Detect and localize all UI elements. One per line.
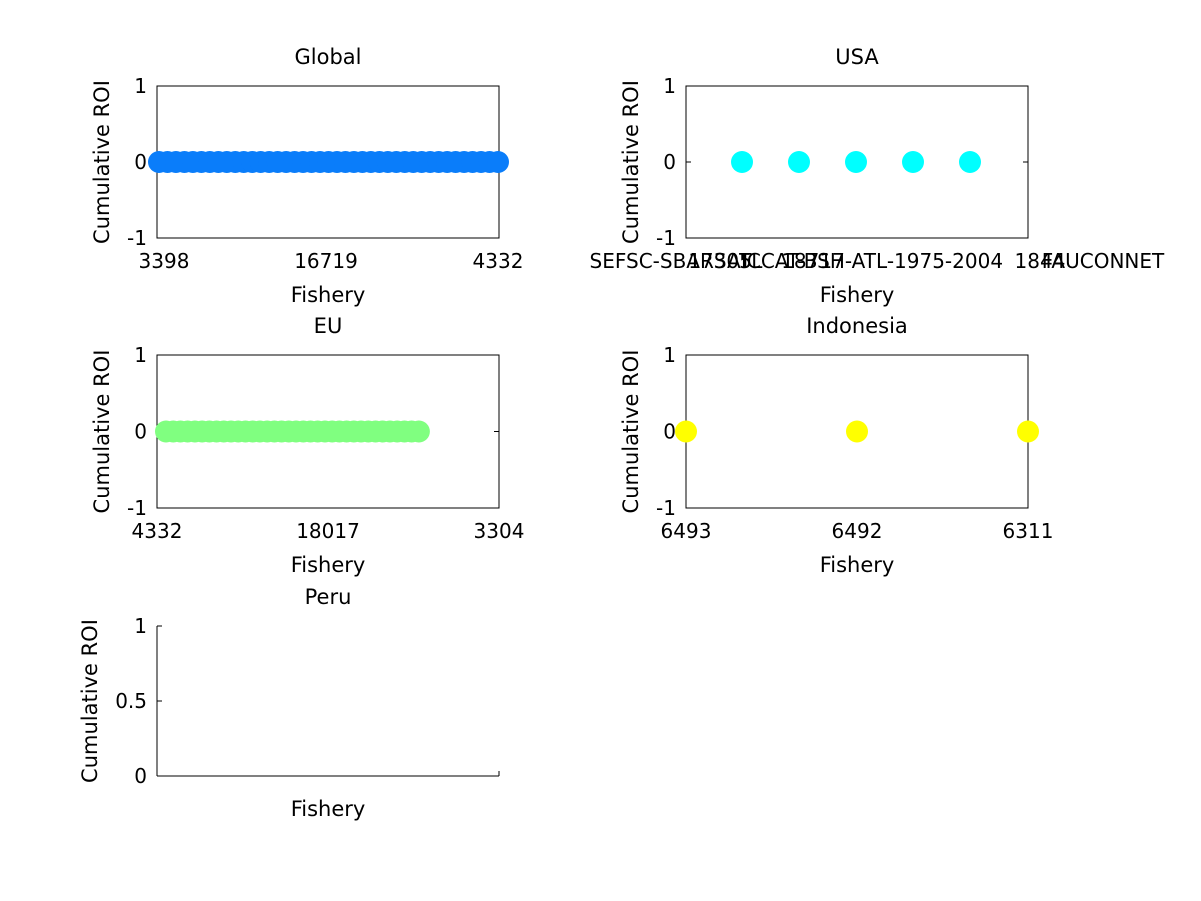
chart-panel-global: -1 0 1 3398 16719 4332 Global Fishery Cumulative…	[90, 45, 523, 307]
data-point	[845, 151, 867, 173]
data-point	[407, 420, 430, 443]
x-tick-label: 3398	[139, 249, 190, 273]
y-tick-label: 1	[134, 343, 147, 367]
y-tick-label: -1	[656, 496, 676, 520]
y-tick-label: -1	[127, 226, 147, 250]
y-tick-label: -1	[127, 496, 147, 520]
y-tick-label: 0	[663, 420, 676, 444]
x-tick-label: 6493	[661, 519, 712, 543]
x-tick-label: 6492	[832, 519, 883, 543]
chart-panel-eu: -1 0 1 4332 18017 3304 EU Fishery Cumulative ROI	[90, 314, 524, 577]
y-tick-label: 0	[134, 420, 147, 444]
y-tick-label: 1	[663, 343, 676, 367]
data-point	[902, 151, 924, 173]
x-tick-label: 4332	[473, 249, 524, 273]
y-axis-label: Cumulative ROI	[90, 350, 114, 514]
chart-title: EU	[314, 314, 343, 338]
y-tick-label: 1	[134, 614, 147, 638]
y-tick-label: 0.5	[115, 689, 147, 713]
y-tick-label: -1	[656, 226, 676, 250]
x-axis-label: Fishery	[291, 797, 366, 821]
x-tick-label: 6311	[1003, 519, 1054, 543]
data-point	[846, 420, 868, 443]
x-axis-label: Fishery	[291, 553, 366, 577]
y-tick-label: 1	[134, 74, 147, 98]
y-tick-label: 0	[134, 150, 147, 174]
data-point	[959, 151, 981, 173]
x-tick-label: 17305	[688, 249, 752, 273]
x-tick-label: 3304	[474, 519, 525, 543]
y-tick-label: 0	[134, 764, 147, 788]
y-axis-label: Cumulative ROI	[78, 619, 102, 783]
x-axis-label: Fishery	[820, 283, 895, 307]
x-tick-label: 18017	[296, 519, 360, 543]
x-tick-label: 16719	[294, 249, 358, 273]
data-point	[731, 151, 753, 173]
chart-title: Global	[295, 45, 362, 69]
x-tick-label: ICCAT-BSH-ATL-1975-2004	[741, 249, 1003, 273]
series-markers	[155, 420, 430, 443]
data-point	[487, 151, 509, 173]
y-tick-label: 0	[663, 150, 676, 174]
x-tick-label: 4332	[132, 519, 183, 543]
y-axis-label: Cumulative ROI	[619, 80, 643, 244]
data-point	[788, 151, 810, 173]
data-point	[675, 420, 697, 443]
data-point	[1017, 420, 1039, 443]
x-tick-label: SEFSC-SBARSATL	[590, 249, 764, 273]
series-markers	[675, 420, 1039, 443]
chart-panel-indonesia: -1 0 1 6493 6492 6311 Indonesia Fishery Cumulati…	[619, 314, 1053, 577]
x-tick-label: FAUCONNET	[1042, 249, 1165, 273]
x-tick-label: 18717	[781, 249, 845, 273]
x-axis-label: Fishery	[820, 553, 895, 577]
y-axis-label: Cumulative ROI	[90, 80, 114, 244]
chart-panel-peru: 0 0.5 1 Peru Fishery Cumulative ROI	[78, 585, 500, 821]
series-markers	[148, 151, 509, 173]
y-tick-label: 1	[663, 74, 676, 98]
chart-title: USA	[835, 45, 879, 69]
x-tick-label: 1844	[1015, 249, 1066, 273]
series-markers	[731, 151, 981, 173]
chart-title: Indonesia	[806, 314, 908, 338]
y-axis-label: Cumulative ROI	[619, 350, 643, 514]
x-axis-label: Fishery	[291, 283, 366, 307]
chart-title: Peru	[305, 585, 352, 609]
